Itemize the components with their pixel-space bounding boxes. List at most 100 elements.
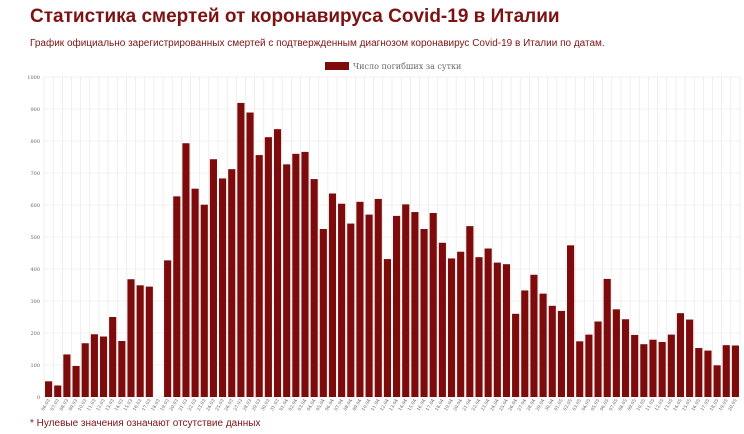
- bar[interactable]: [402, 204, 410, 397]
- y-tick-label: 900: [30, 107, 40, 113]
- bar[interactable]: [328, 193, 337, 397]
- bar[interactable]: [347, 223, 355, 397]
- bar[interactable]: [200, 204, 208, 397]
- x-tick-label: 13.03: [104, 398, 116, 412]
- footnote: * Нулевые значения означают отсутствие д…: [30, 418, 261, 429]
- bar[interactable]: [466, 226, 474, 397]
- x-tick-label: 08.04: [342, 398, 354, 412]
- bar[interactable]: [512, 313, 520, 397]
- x-tick-label: 16.04: [416, 398, 428, 412]
- y-axis: 0 100 200 300 400 500 600 700 800 900 1000: [27, 75, 40, 401]
- bar[interactable]: [283, 164, 291, 397]
- bar[interactable]: [264, 137, 272, 397]
- bar[interactable]: [54, 385, 62, 397]
- x-tick-label: 31.03: [269, 398, 281, 412]
- bar[interactable]: [631, 334, 639, 397]
- bar[interactable]: [338, 203, 346, 397]
- bar[interactable]: [365, 214, 373, 397]
- bar[interactable]: [319, 229, 327, 397]
- bar[interactable]: [667, 334, 675, 397]
- bar[interactable]: [704, 350, 712, 397]
- bar[interactable]: [548, 305, 556, 397]
- bar[interactable]: [109, 317, 117, 397]
- y-tick-label: 0: [37, 395, 40, 401]
- bar[interactable]: [173, 196, 181, 397]
- x-tick-label: 07.03: [49, 398, 61, 412]
- bar[interactable]: [539, 293, 547, 397]
- bar[interactable]: [576, 341, 584, 397]
- x-tick-label: 19.03: [159, 398, 171, 412]
- bar[interactable]: [393, 215, 401, 397]
- bar[interactable]: [90, 334, 98, 397]
- bar[interactable]: [695, 348, 703, 397]
- x-tick-label: 22.03: [187, 398, 199, 412]
- x-tick-label: 02.04: [287, 398, 299, 412]
- x-tick-label: 04.04: [306, 398, 318, 412]
- bar[interactable]: [713, 365, 721, 397]
- bar[interactable]: [429, 213, 437, 397]
- bar[interactable]: [585, 334, 593, 397]
- x-tick-label: 12.05: [654, 398, 666, 412]
- x-tick-label: 14.03: [113, 398, 125, 412]
- bar[interactable]: [475, 257, 483, 397]
- bar[interactable]: [502, 264, 511, 397]
- bar[interactable]: [383, 259, 391, 397]
- bar[interactable]: [219, 178, 227, 397]
- bar[interactable]: [658, 341, 666, 397]
- bar[interactable]: [45, 381, 53, 397]
- bar[interactable]: [457, 251, 465, 397]
- bar[interactable]: [374, 198, 382, 397]
- bar[interactable]: [191, 188, 199, 397]
- bar[interactable]: [438, 242, 446, 397]
- bar[interactable]: [447, 258, 456, 397]
- bar[interactable]: [640, 344, 648, 397]
- bar[interactable]: [594, 321, 602, 397]
- bar[interactable]: [612, 309, 620, 397]
- x-tick-label: 16.03: [132, 398, 144, 412]
- bar[interactable]: [521, 290, 529, 397]
- bar[interactable]: [145, 286, 153, 397]
- bar[interactable]: [557, 310, 565, 397]
- bar[interactable]: [127, 279, 135, 397]
- bar[interactable]: [209, 159, 217, 397]
- x-tick-label: 29.04: [535, 398, 547, 412]
- x-tick-label: 15.03: [123, 398, 135, 412]
- bar[interactable]: [603, 278, 611, 397]
- bar[interactable]: [81, 343, 89, 397]
- bar[interactable]: [63, 354, 71, 397]
- bar[interactable]: [182, 143, 190, 397]
- bar[interactable]: [72, 365, 80, 397]
- x-tick-label: 02.05: [562, 398, 574, 412]
- bars: [45, 102, 739, 398]
- x-tick-label: 04.05: [580, 398, 592, 412]
- bar[interactable]: [411, 212, 419, 397]
- bar[interactable]: [356, 201, 364, 397]
- bar[interactable]: [99, 336, 108, 397]
- bar[interactable]: [255, 155, 263, 397]
- bar[interactable]: [722, 345, 730, 397]
- bar[interactable]: [530, 274, 538, 397]
- legend[interactable]: Число погибших за сутки: [325, 62, 461, 71]
- bar[interactable]: [136, 285, 144, 397]
- bar[interactable]: [649, 339, 657, 397]
- x-tick-label: 21.03: [178, 398, 190, 412]
- bar[interactable]: [621, 319, 630, 397]
- bar[interactable]: [420, 229, 428, 397]
- bar[interactable]: [118, 341, 126, 397]
- bar[interactable]: [246, 112, 254, 398]
- bar[interactable]: [731, 345, 739, 397]
- bar[interactable]: [567, 245, 575, 397]
- bar[interactable]: [676, 313, 685, 397]
- x-tick-label: 15.04: [406, 398, 418, 412]
- bar[interactable]: [310, 179, 318, 397]
- bar[interactable]: [686, 319, 694, 397]
- bar[interactable]: [301, 151, 309, 397]
- bar[interactable]: [493, 262, 501, 397]
- bar[interactable]: [228, 169, 236, 397]
- x-axis: 06.0307.0308.0309.0310.0311.0312.0313.03…: [40, 398, 739, 412]
- bar[interactable]: [164, 260, 172, 397]
- bar[interactable]: [484, 248, 492, 397]
- bar[interactable]: [237, 102, 245, 398]
- bar[interactable]: [273, 129, 282, 397]
- bar[interactable]: [292, 153, 300, 397]
